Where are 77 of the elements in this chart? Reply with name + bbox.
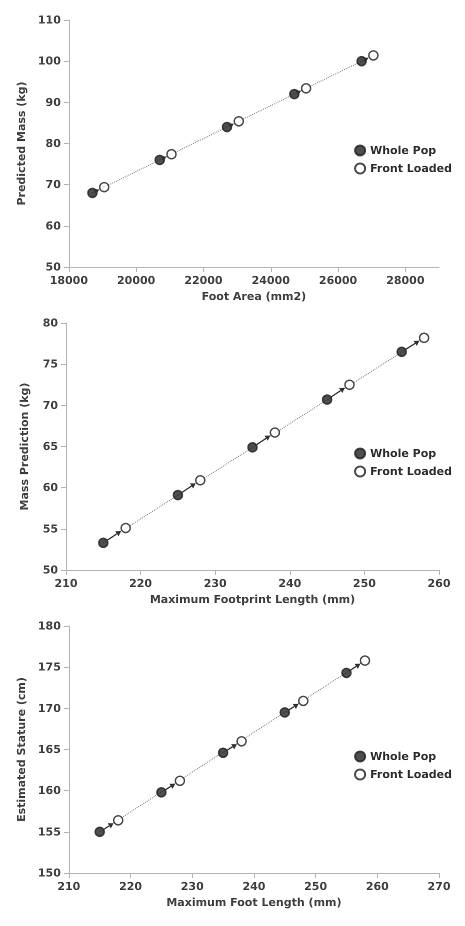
- point: [298, 696, 309, 706]
- y-tick-label: 80: [46, 137, 62, 150]
- x-tick-label: 240: [278, 577, 302, 590]
- x-axis-title: Maximum Footprint Length (mm): [150, 592, 356, 606]
- point: [174, 776, 186, 786]
- legend-label: Whole Pop: [370, 447, 436, 460]
- point: [166, 148, 177, 160]
- y-axis-title: Predicted Mass (kg): [15, 81, 28, 206]
- x-axis-title: Foot Area (mm2): [202, 290, 306, 303]
- y-tick-label: 55: [42, 522, 58, 536]
- y-tick-label: 180: [38, 620, 62, 632]
- point: [236, 736, 247, 747]
- x-tick-label: 18000: [50, 274, 88, 287]
- x-tick-label: 250: [352, 577, 376, 590]
- y-tick-label: 80: [42, 316, 58, 330]
- legend-label: Front Loaded: [370, 465, 452, 478]
- x-tick-label: 260: [428, 577, 451, 590]
- x-tick-label: 24000: [252, 274, 290, 287]
- y-axis-title: Mass Prediction (kg): [18, 382, 31, 510]
- x-tick-label: 20000: [117, 274, 156, 287]
- x-tick-label: 220: [119, 880, 142, 893]
- point: [247, 442, 258, 453]
- x-tick-label: 260: [366, 880, 390, 893]
- x-axis-title: Maximum Foot Length (mm): [166, 896, 342, 909]
- legend-label: Front Loaded: [370, 162, 452, 175]
- y-tick-label: 50: [42, 564, 58, 576]
- point: [322, 394, 332, 405]
- point: [280, 707, 290, 718]
- point: [300, 83, 312, 94]
- point: [270, 427, 280, 438]
- y-tick-label: 50: [46, 260, 62, 274]
- y-axis-title: Estimated Stature (cm): [15, 677, 28, 822]
- legend-label: Whole Pop: [370, 750, 436, 763]
- point: [360, 655, 370, 666]
- point: [156, 787, 167, 798]
- x-tick-label: 230: [180, 880, 204, 893]
- y-tick-label: 110: [38, 14, 62, 26]
- x-tick-label: 250: [304, 880, 328, 893]
- y-tick-label: 170: [38, 702, 62, 715]
- x-tick-label: 220: [129, 577, 152, 590]
- point: [172, 490, 184, 500]
- y-tick-label: 165: [38, 743, 61, 756]
- y-tick-label: 65: [42, 440, 58, 453]
- x-tick-label: 240: [242, 880, 266, 893]
- point: [218, 748, 228, 758]
- x-tick-label: 26000: [318, 274, 358, 287]
- point: [98, 538, 109, 548]
- point: [94, 826, 105, 838]
- y-tick-label: 100: [38, 54, 62, 68]
- legend-label: Front Loaded: [370, 768, 452, 781]
- point: [344, 380, 355, 390]
- y-tick-label: 70: [42, 398, 58, 412]
- legend-label: Whole Pop: [370, 144, 436, 157]
- x-tick-label: 210: [54, 577, 78, 590]
- x-tick-label: 28000: [386, 274, 425, 287]
- y-tick-label: 60: [46, 219, 62, 232]
- x-tick-label: 210: [57, 880, 81, 893]
- y-tick-label: 155: [38, 825, 61, 838]
- point: [396, 346, 407, 358]
- point: [368, 50, 379, 61]
- y-tick-label: 75: [42, 358, 58, 371]
- point: [234, 116, 244, 127]
- y-tick-label: 70: [46, 178, 62, 192]
- point: [120, 522, 131, 534]
- y-tick-label: 160: [38, 784, 62, 798]
- point: [341, 668, 352, 678]
- point: [98, 182, 110, 192]
- point: [112, 815, 124, 826]
- x-tick-label: 270: [428, 880, 451, 893]
- point: [195, 475, 206, 486]
- y-tick-label: 175: [38, 660, 61, 674]
- x-tick-label: 22000: [184, 274, 223, 287]
- x-tick-label: 230: [204, 577, 228, 590]
- y-tick-label: 90: [46, 96, 62, 109]
- point: [418, 332, 430, 344]
- y-tick-label: 60: [42, 481, 58, 494]
- y-tick-label: 150: [38, 866, 62, 880]
